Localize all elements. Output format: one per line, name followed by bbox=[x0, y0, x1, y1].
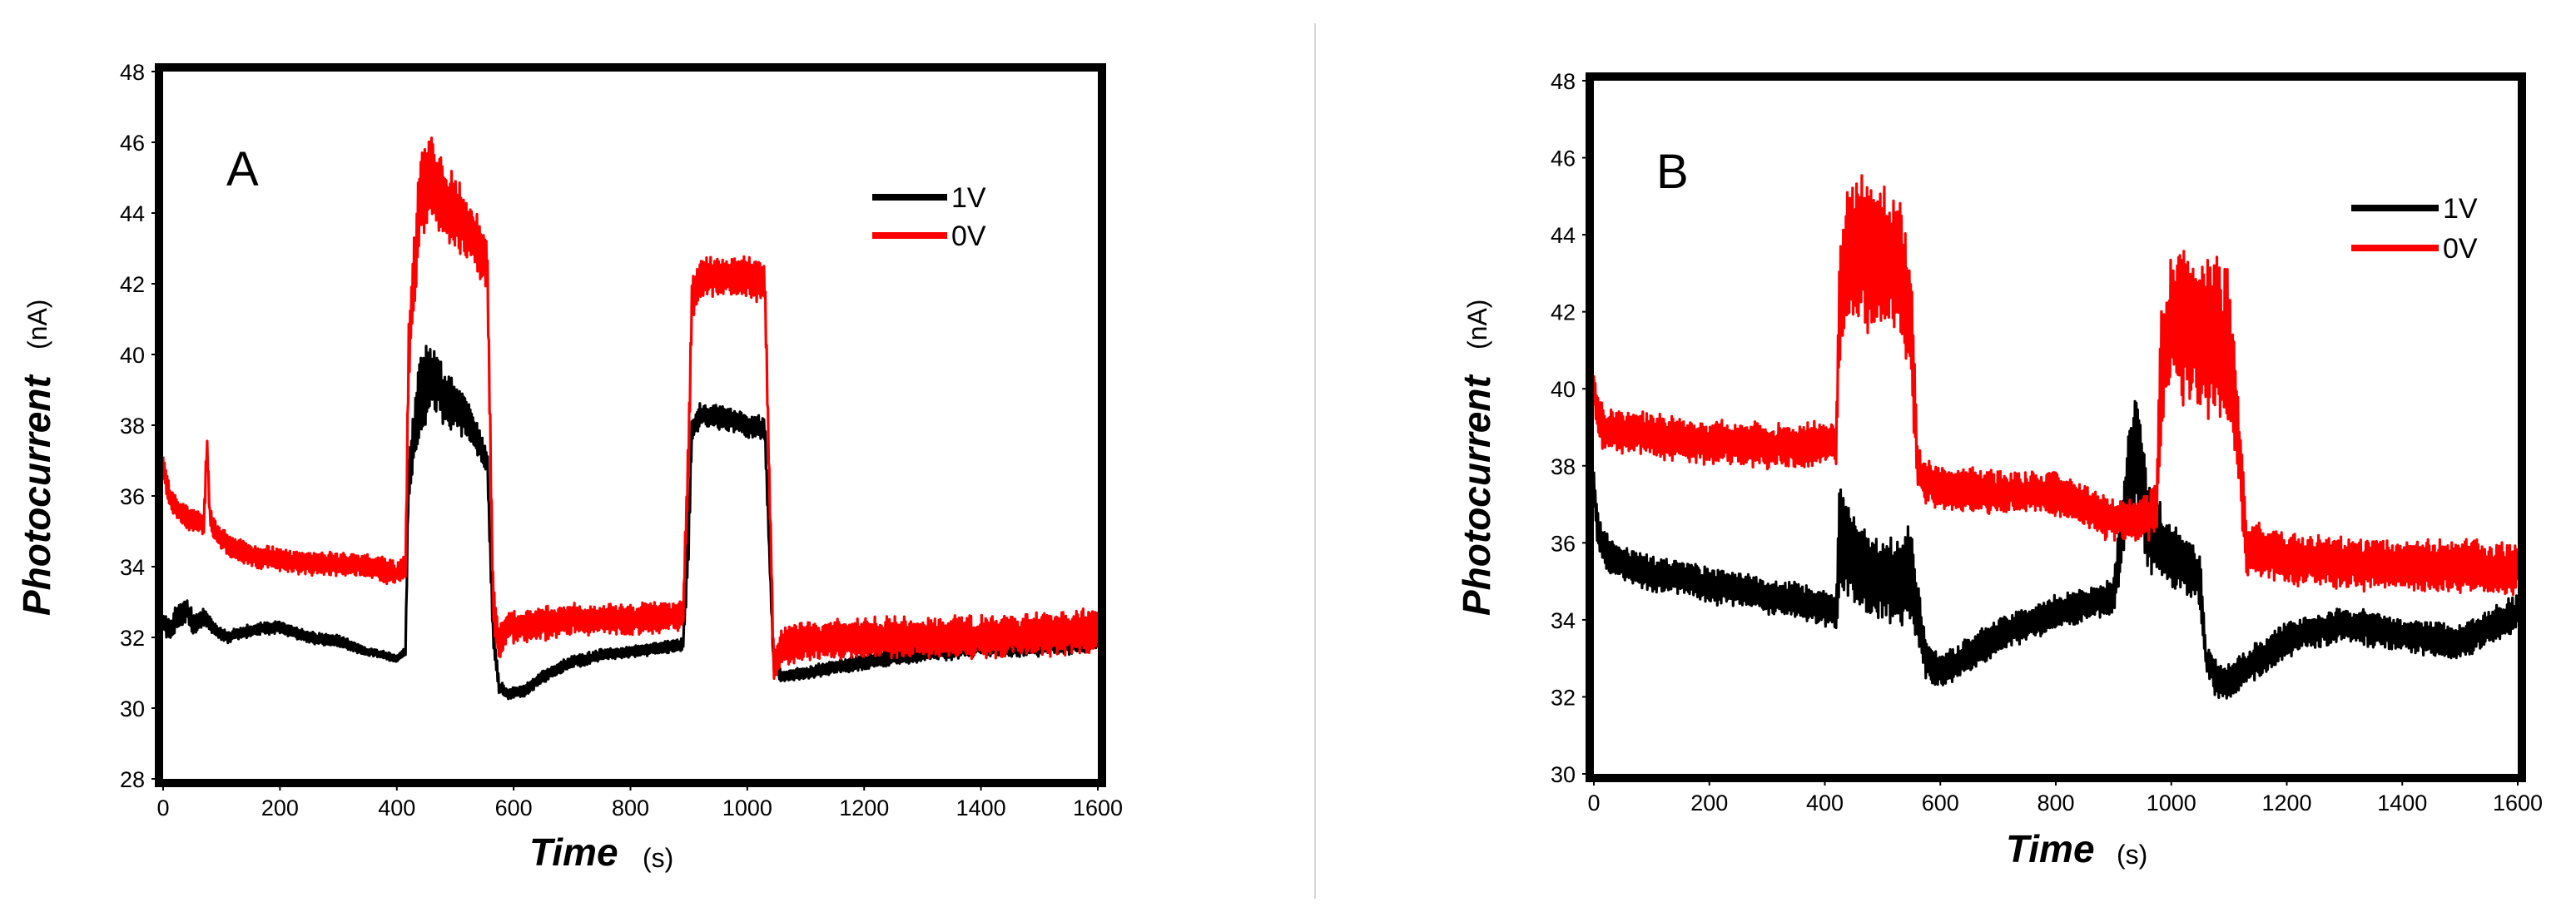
panel-b-y-tick-label: 30 bbox=[1551, 762, 1576, 787]
panel-a-y-tick-label: 30 bbox=[120, 696, 145, 721]
panel-b-x-tick-label: 800 bbox=[2037, 791, 2074, 815]
panel-b-x-tick-label: 200 bbox=[1690, 791, 1728, 815]
panel-a-y-tick-label: 36 bbox=[120, 484, 145, 509]
panel-a-x-tick-label: 600 bbox=[495, 796, 533, 820]
panel-a-series-group bbox=[161, 136, 1099, 701]
panel-b-y-tick-label: 34 bbox=[1551, 608, 1576, 633]
panel-a-y-tick-label: 48 bbox=[120, 60, 145, 85]
panel-b-y-tick-label: 36 bbox=[1551, 531, 1576, 556]
panel-a-y-tick-label: 46 bbox=[120, 131, 145, 156]
panel-a-y-tick-label: 40 bbox=[120, 343, 145, 368]
panel-b-y-axis-title: Photocurrent bbox=[1455, 374, 1498, 616]
panel-b-x-tick-label: 600 bbox=[1922, 791, 1959, 815]
panel-a-x-axis-unit: (s) bbox=[643, 843, 673, 873]
panel-b-x-tick-label: 1000 bbox=[2147, 791, 2196, 815]
panel-a-x-tick-label: 1000 bbox=[722, 796, 772, 820]
panel-b-x-ticks: 0 200 400 600 800 1000 1200 1400 1600 bbox=[1587, 777, 2543, 815]
panel-b-legend-label-0v: 0V bbox=[2443, 233, 2478, 265]
panel-a-y-tick-label: 34 bbox=[120, 555, 145, 580]
panel-b-y-axis-unit: (nA) bbox=[1462, 300, 1492, 349]
panel-a-x-tick-label: 0 bbox=[156, 796, 169, 820]
panel-a-plot-frame bbox=[155, 63, 1106, 787]
panel-b-letter: B bbox=[1656, 145, 1689, 199]
panel-a-x-tick-label: 1600 bbox=[1073, 796, 1123, 820]
panel-b-y-tick-label: 44 bbox=[1551, 223, 1576, 248]
chart-panel-b: 30 32 34 36 38 40 42 44 46 48 0 200 400 600 800 1000 12… bbox=[1455, 69, 2543, 870]
panel-b-plot-frame bbox=[1586, 72, 2526, 782]
panel-a-x-tick-label: 200 bbox=[261, 796, 299, 820]
panel-b-series-group bbox=[1592, 174, 2519, 700]
panel-a-letter: A bbox=[226, 142, 259, 196]
panel-b-x-tick-label: 1400 bbox=[2377, 791, 2427, 815]
panel-a-y-axis-title: Photocurrent bbox=[15, 374, 58, 616]
panel-a-legend-label-1v: 1V bbox=[951, 182, 986, 214]
panel-b-legend: 1V 0V bbox=[2351, 193, 2478, 265]
panel-a-y-tick-label: 44 bbox=[120, 201, 145, 226]
panel-a-x-tick-label: 800 bbox=[612, 796, 649, 820]
panel-b-y-tick-label: 42 bbox=[1551, 300, 1576, 325]
panel-b-x-tick-label: 1200 bbox=[2261, 791, 2311, 815]
panel-a-y-ticks: 28 30 32 34 36 38 40 42 44 46 48 bbox=[120, 60, 160, 792]
panel-a-y-tick-label: 32 bbox=[120, 626, 145, 651]
panel-a-x-tick-label: 1200 bbox=[839, 796, 889, 820]
panel-a-y-tick-label: 42 bbox=[120, 272, 145, 297]
panel-a-legend-label-0v: 0V bbox=[951, 221, 986, 252]
panel-b-y-tick-label: 38 bbox=[1551, 454, 1576, 479]
chart-panel-a: 28 30 32 34 36 38 40 42 44 46 48 0 200 400 600 800 1000… bbox=[15, 60, 1123, 874]
panel-b-y-tick-label: 40 bbox=[1551, 377, 1576, 402]
panel-a-y-tick-label: 38 bbox=[120, 414, 145, 439]
panel-a-x-ticks: 0 200 400 600 800 1000 1200 1400 1600 bbox=[156, 782, 1123, 820]
panel-b-series-1v-line bbox=[1592, 399, 2519, 700]
panel-b-y-ticks: 30 32 34 36 38 40 42 44 46 48 bbox=[1551, 69, 1591, 787]
panel-b-x-axis-title: Time bbox=[2006, 827, 2095, 870]
panel-b-y-tick-label: 32 bbox=[1551, 685, 1576, 710]
panel-a-series-0v-line bbox=[161, 136, 1099, 681]
panel-a-y-tick-label: 28 bbox=[120, 767, 145, 792]
panel-b-x-tick-label: 0 bbox=[1587, 791, 1600, 815]
panel-a-x-tick-label: 1400 bbox=[956, 796, 1006, 820]
panel-b-legend-label-1v: 1V bbox=[2443, 193, 2478, 225]
panel-a-y-axis-unit: (nA) bbox=[22, 300, 52, 349]
panel-b-x-tick-label: 1600 bbox=[2493, 791, 2543, 815]
panel-b-y-tick-label: 46 bbox=[1551, 146, 1576, 171]
panel-b-x-tick-label: 400 bbox=[1806, 791, 1844, 815]
panel-b-y-tick-label: 48 bbox=[1551, 69, 1576, 94]
panel-b-series-0v-line bbox=[1592, 174, 2519, 597]
panel-a-legend: 1V 0V bbox=[872, 182, 986, 252]
panel-a-x-tick-label: 400 bbox=[378, 796, 415, 820]
panel-a-x-axis-title: Time bbox=[529, 830, 618, 874]
panel-b-x-axis-unit: (s) bbox=[2117, 840, 2147, 870]
